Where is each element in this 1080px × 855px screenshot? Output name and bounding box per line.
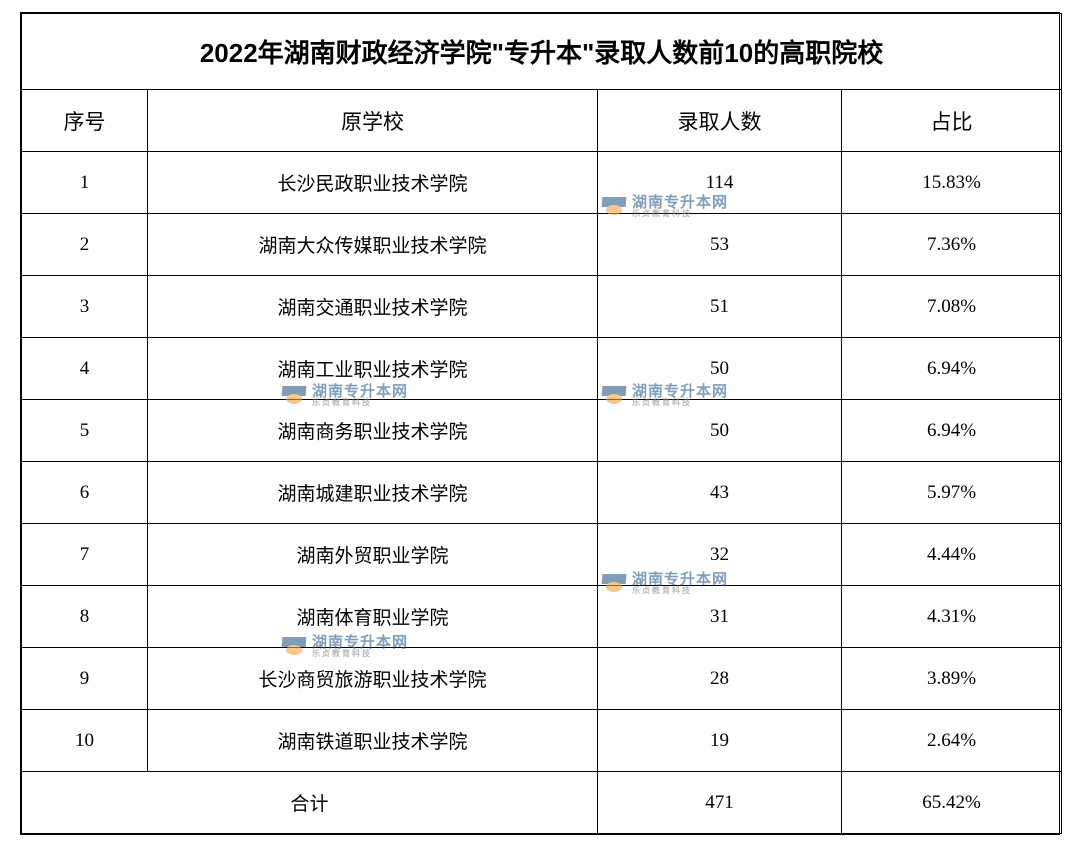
table-row: 5湖南商务职业技术学院506.94% xyxy=(22,400,1062,462)
title-row: 2022年湖南财政经济学院"专升本"录取人数前10的高职院校 xyxy=(22,14,1062,90)
total-count: 471 xyxy=(598,772,842,834)
cell-seq: 5 xyxy=(22,400,148,462)
cell-count: 53 xyxy=(598,214,842,276)
cell-school: 湖南外贸职业学院 xyxy=(148,524,598,586)
cell-ratio: 3.89% xyxy=(842,648,1062,710)
total-ratio: 65.42% xyxy=(842,772,1062,834)
cell-seq: 7 xyxy=(22,524,148,586)
cell-school: 长沙民政职业技术学院 xyxy=(148,152,598,214)
total-label: 合计 xyxy=(22,772,598,834)
table-row: 8湖南体育职业学院314.31% xyxy=(22,586,1062,648)
cell-seq: 8 xyxy=(22,586,148,648)
cell-ratio: 6.94% xyxy=(842,338,1062,400)
cell-school: 湖南交通职业技术学院 xyxy=(148,276,598,338)
cell-ratio: 4.31% xyxy=(842,586,1062,648)
cell-school: 长沙商贸旅游职业技术学院 xyxy=(148,648,598,710)
table-row: 9长沙商贸旅游职业技术学院283.89% xyxy=(22,648,1062,710)
cell-count: 51 xyxy=(598,276,842,338)
cell-count: 19 xyxy=(598,710,842,772)
header-seq: 序号 xyxy=(22,90,148,152)
cell-school: 湖南商务职业技术学院 xyxy=(148,400,598,462)
table-row: 4湖南工业职业技术学院506.94% xyxy=(22,338,1062,400)
cell-count: 32 xyxy=(598,524,842,586)
cell-count: 31 xyxy=(598,586,842,648)
table-body: 1长沙民政职业技术学院11415.83%2湖南大众传媒职业技术学院537.36%… xyxy=(22,152,1062,772)
total-row: 合计 471 65.42% xyxy=(22,772,1062,834)
cell-count: 50 xyxy=(598,338,842,400)
admissions-table: 2022年湖南财政经济学院"专升本"录取人数前10的高职院校 序号 原学校 录取… xyxy=(21,13,1062,834)
cell-count: 50 xyxy=(598,400,842,462)
cell-count: 114 xyxy=(598,152,842,214)
cell-ratio: 2.64% xyxy=(842,710,1062,772)
cell-school: 湖南城建职业技术学院 xyxy=(148,462,598,524)
table-row: 3湖南交通职业技术学院517.08% xyxy=(22,276,1062,338)
cell-seq: 2 xyxy=(22,214,148,276)
cell-seq: 1 xyxy=(22,152,148,214)
cell-school: 湖南体育职业学院 xyxy=(148,586,598,648)
cell-ratio: 15.83% xyxy=(842,152,1062,214)
cell-school: 湖南铁道职业技术学院 xyxy=(148,710,598,772)
cell-seq: 6 xyxy=(22,462,148,524)
admissions-table-container: 2022年湖南财政经济学院"专升本"录取人数前10的高职院校 序号 原学校 录取… xyxy=(20,12,1060,835)
cell-ratio: 7.36% xyxy=(842,214,1062,276)
table-row: 2湖南大众传媒职业技术学院537.36% xyxy=(22,214,1062,276)
table-title: 2022年湖南财政经济学院"专升本"录取人数前10的高职院校 xyxy=(22,14,1062,90)
cell-seq: 3 xyxy=(22,276,148,338)
cell-seq: 10 xyxy=(22,710,148,772)
header-ratio: 占比 xyxy=(842,90,1062,152)
cell-seq: 9 xyxy=(22,648,148,710)
header-row: 序号 原学校 录取人数 占比 xyxy=(22,90,1062,152)
header-count: 录取人数 xyxy=(598,90,842,152)
table-row: 1长沙民政职业技术学院11415.83% xyxy=(22,152,1062,214)
header-school: 原学校 xyxy=(148,90,598,152)
cell-school: 湖南大众传媒职业技术学院 xyxy=(148,214,598,276)
cell-ratio: 5.97% xyxy=(842,462,1062,524)
cell-count: 28 xyxy=(598,648,842,710)
table-row: 7湖南外贸职业学院324.44% xyxy=(22,524,1062,586)
table-row: 10湖南铁道职业技术学院192.64% xyxy=(22,710,1062,772)
cell-count: 43 xyxy=(598,462,842,524)
cell-ratio: 7.08% xyxy=(842,276,1062,338)
table-row: 6湖南城建职业技术学院435.97% xyxy=(22,462,1062,524)
cell-school: 湖南工业职业技术学院 xyxy=(148,338,598,400)
cell-ratio: 6.94% xyxy=(842,400,1062,462)
cell-ratio: 4.44% xyxy=(842,524,1062,586)
cell-seq: 4 xyxy=(22,338,148,400)
